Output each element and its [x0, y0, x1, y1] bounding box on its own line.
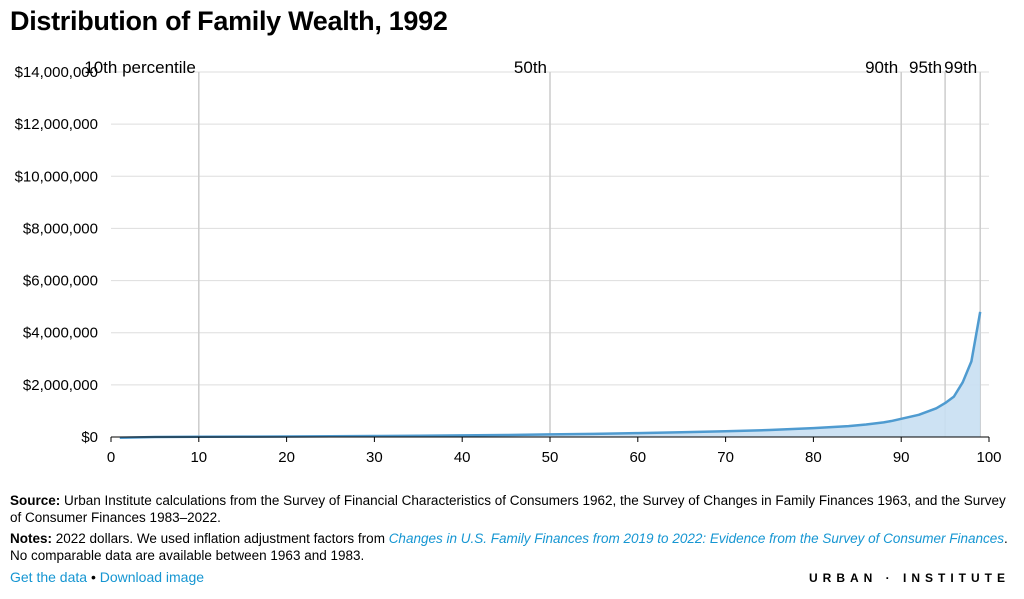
x-tick-label: 20 [278, 449, 295, 466]
x-tick-label: 100 [976, 449, 1001, 466]
y-tick-label: $10,000,000 [15, 168, 98, 185]
page-title: Distribution of Family Wealth, 1992 [10, 6, 448, 36]
x-tick-label: 90 [893, 449, 910, 466]
x-tick-label: 50 [542, 449, 559, 466]
source-text: Urban Institute calculations from the Su… [10, 493, 1006, 525]
x-tick-label: 0 [107, 449, 115, 466]
y-tick-label: $12,000,000 [15, 116, 98, 133]
notes-note: Notes: 2022 dollars. We used inflation a… [10, 530, 1010, 564]
source-label: Source: [10, 493, 61, 508]
get-data-link[interactable]: Get the data [10, 569, 88, 585]
percentile-marker-label: 95th [909, 58, 942, 77]
series-line [119, 311, 982, 440]
x-tick-label: 80 [805, 449, 822, 466]
notes-report-link[interactable]: Changes in U.S. Family Finances from 201… [388, 531, 1004, 546]
x-tick-label: 70 [717, 449, 734, 466]
percentile-marker-label: 50th [514, 58, 547, 77]
y-tick-label: $8,000,000 [23, 220, 98, 237]
y-tick-label: $2,000,000 [23, 377, 98, 394]
y-tick-label: $4,000,000 [23, 325, 98, 342]
x-tick-label: 40 [454, 449, 471, 466]
x-tick-label: 10 [190, 449, 207, 466]
footer-links: Get the data • Download image [10, 569, 204, 585]
wealth-distribution-chart: $0 $2,000,000 $4,000,000 $6,000,000 $8,000,0… [15, 58, 1002, 466]
percentile-marker-label: 99th [944, 58, 977, 77]
footer-separator: • [90, 569, 96, 585]
y-tick-label: $14,000,000 [15, 64, 98, 81]
notes-text-before: 2022 dollars. We used inflation adjustme… [52, 531, 389, 546]
y-tick-label: $0 [81, 429, 98, 446]
x-tick-label: 60 [629, 449, 646, 466]
x-tick-label: 30 [366, 449, 383, 466]
percentile-marker-label: 10th percentile [84, 58, 196, 77]
notes-text-after: . No comparable data are available betwe… [10, 531, 1008, 563]
download-image-link[interactable]: Download image [99, 569, 205, 585]
notes-label: Notes: [10, 531, 53, 546]
source-note: Source: Urban Institute calculations fro… [10, 492, 1010, 526]
percentile-marker-label: 90th [865, 58, 898, 77]
y-tick-label: $6,000,000 [23, 273, 98, 290]
series-area [119, 311, 981, 438]
urban-institute-logo: URBAN · INSTITUTE [809, 571, 1010, 585]
